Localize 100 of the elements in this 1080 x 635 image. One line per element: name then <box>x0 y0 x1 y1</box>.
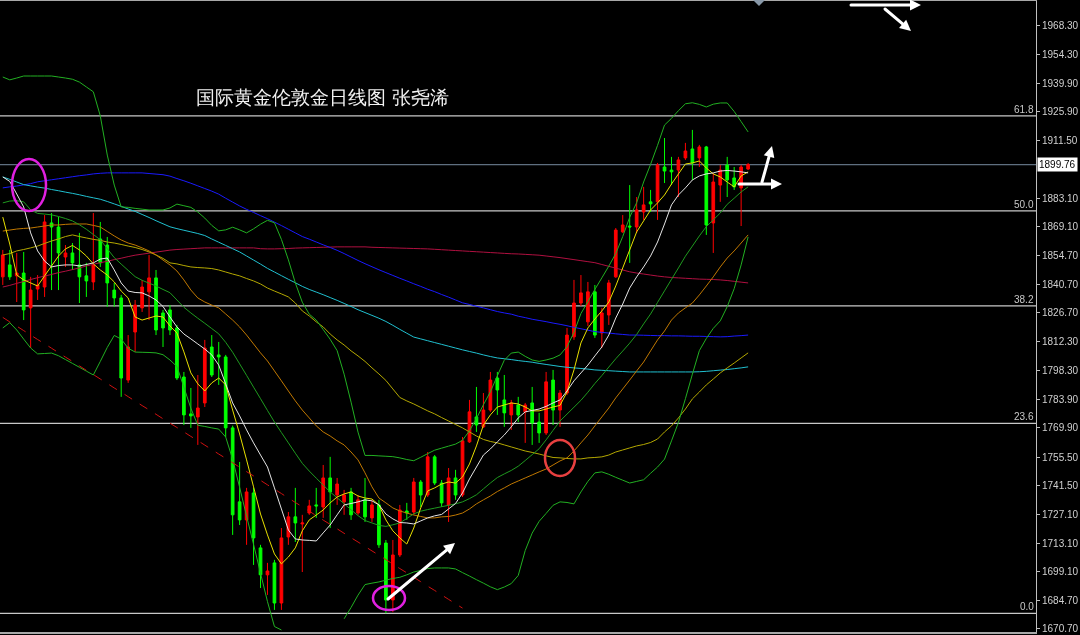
candlestick <box>363 477 367 523</box>
candlestick <box>279 527 284 611</box>
candlestick <box>63 244 68 268</box>
candlestick <box>697 144 702 168</box>
candlestick <box>662 137 667 184</box>
candlestick <box>112 282 117 308</box>
y-tick-label: 1911.50 <box>1042 135 1078 147</box>
candlestick <box>572 279 576 341</box>
candlestick <box>676 156 681 198</box>
candlestick <box>377 499 381 549</box>
candlestick <box>182 371 186 426</box>
candlestick <box>140 279 144 313</box>
y-tick-label: 1812.30 <box>1042 336 1079 348</box>
y-tick-label: 1798.30 <box>1042 364 1079 376</box>
y-tick-label: 1769.90 <box>1042 422 1079 434</box>
candlestick <box>293 487 298 543</box>
y-tick-label: 1883.10 <box>1042 192 1079 204</box>
candlestick <box>251 487 256 566</box>
y-tick-label: 1826.70 <box>1042 307 1079 319</box>
candlestick <box>84 262 89 298</box>
y-tick-label: 1741.50 <box>1042 479 1079 491</box>
candlestick <box>265 562 270 596</box>
candlestick <box>690 129 695 181</box>
candlestick <box>28 276 33 349</box>
candlestick <box>634 196 639 234</box>
annotation: 61.8 <box>1014 104 1034 115</box>
candlestick <box>544 371 548 436</box>
annotation: 38.2 <box>1014 294 1034 305</box>
y-tick-label: 1713.10 <box>1042 537 1079 549</box>
candlestick <box>49 212 54 291</box>
candlestick <box>746 162 750 171</box>
candlestick <box>425 451 430 498</box>
y-tick-label: 1699.10 <box>1042 565 1079 577</box>
y-tick-label: 1968.30 <box>1042 20 1079 32</box>
candlestick <box>474 386 479 433</box>
candlestick <box>711 172 716 254</box>
candlestick <box>7 249 12 281</box>
candlestick <box>209 334 214 378</box>
candlestick <box>300 514 305 573</box>
candlestick <box>335 477 339 506</box>
candlestick <box>230 425 235 536</box>
line-series <box>2 75 749 462</box>
candlestick <box>0 249 5 286</box>
candlestick <box>189 387 193 429</box>
candlestick <box>356 494 360 516</box>
candlestick <box>161 309 165 348</box>
candlestick <box>223 354 228 438</box>
y-tick-label: 1755.50 <box>1042 451 1079 463</box>
candlestick <box>411 477 416 516</box>
candlestick <box>606 279 611 326</box>
candlestick <box>328 456 333 529</box>
candlestick <box>599 307 604 349</box>
annotation: 0.0 <box>1020 601 1035 612</box>
line-series <box>2 316 464 609</box>
candlestick <box>725 156 730 198</box>
candlestick <box>530 386 535 446</box>
candlestick <box>579 274 583 307</box>
candlestick <box>551 369 555 426</box>
candlestick <box>481 392 486 429</box>
candlestick <box>216 341 221 386</box>
y-tick-label: 1954.30 <box>1042 48 1079 60</box>
candlestick <box>586 281 590 327</box>
y-tick-label: 1670.70 <box>1042 623 1079 635</box>
candlestick <box>91 212 96 291</box>
candlestick <box>502 374 507 428</box>
y-tick-label: 1684.70 <box>1042 595 1079 607</box>
candlestick <box>439 479 444 508</box>
candlestick <box>669 156 674 186</box>
line-series <box>2 246 749 288</box>
candlestick <box>704 145 709 236</box>
candlestick <box>432 454 437 486</box>
candlestick <box>460 436 465 498</box>
y-tick-label: 1854.70 <box>1042 250 1079 262</box>
candlestick <box>467 399 472 444</box>
candlestick <box>488 371 493 413</box>
candlestick <box>516 396 521 423</box>
candlestick <box>237 461 242 526</box>
candlestick <box>453 469 458 501</box>
candlestick <box>195 374 200 446</box>
candlestick <box>641 186 646 221</box>
candlestick <box>648 189 653 213</box>
y-tick-label: 1925.90 <box>1042 106 1079 118</box>
candlestick <box>620 214 625 234</box>
candlestick <box>272 559 277 611</box>
candlestick <box>126 334 131 384</box>
candlestick <box>495 371 500 416</box>
candlestick <box>202 339 207 408</box>
candlestick <box>593 284 597 339</box>
candlestick <box>370 499 374 523</box>
annotation: 23.6 <box>1014 411 1034 422</box>
line-series <box>2 176 749 373</box>
candlestick <box>77 232 82 304</box>
y-tick-label: 1869.10 <box>1042 221 1079 233</box>
candlestick <box>35 274 40 301</box>
y-tick-label: 1840.70 <box>1042 278 1079 290</box>
candlestick <box>56 216 61 291</box>
candlestick <box>147 254 151 321</box>
annotation: 50.0 <box>1014 199 1034 210</box>
candlestick <box>314 487 319 519</box>
candlestick <box>613 227 618 279</box>
